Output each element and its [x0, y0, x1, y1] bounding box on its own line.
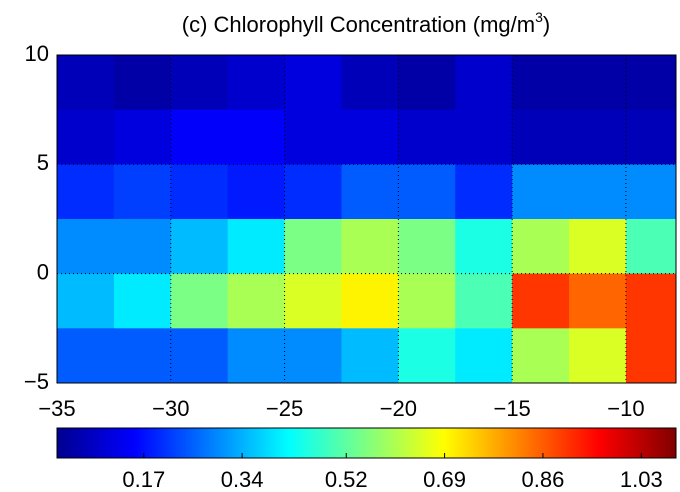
cell	[113, 55, 172, 111]
cell	[284, 328, 342, 383]
colorbar-tick-label: 0.17	[122, 467, 165, 492]
cell	[398, 55, 456, 111]
cell	[512, 109, 570, 165]
cell	[341, 55, 399, 111]
cell	[569, 55, 627, 111]
cell	[113, 219, 172, 275]
cell	[625, 273, 676, 329]
colorbar-tick-label: 0.34	[221, 467, 264, 492]
x-tick-label: −15	[493, 396, 530, 421]
x-tick-label: −25	[266, 396, 303, 421]
cell	[284, 219, 342, 275]
y-tick-label: 10	[25, 41, 49, 66]
cell	[455, 328, 513, 383]
cell	[113, 328, 172, 383]
title-end: )	[543, 12, 550, 37]
cell	[170, 109, 229, 165]
cell	[512, 164, 570, 220]
colorbar-tick-label: 0.86	[522, 467, 565, 492]
cell	[113, 164, 172, 220]
cell	[284, 109, 342, 165]
colorbar	[56, 427, 677, 459]
chart-title: (c) Chlorophyll Concentration (mg/m3)	[182, 9, 550, 37]
cell	[625, 55, 676, 111]
cell	[398, 219, 456, 275]
cell	[512, 273, 570, 329]
field	[57, 55, 676, 383]
y-tick-label: 0	[37, 259, 49, 284]
cell	[398, 328, 456, 383]
cell	[170, 273, 229, 329]
title-superscript: 3	[535, 9, 543, 25]
cell	[398, 164, 456, 220]
cell	[455, 273, 513, 329]
cell	[341, 109, 399, 165]
cell	[284, 273, 342, 329]
cell	[625, 109, 676, 165]
y-tick-label: −5	[24, 369, 49, 394]
cell	[569, 164, 627, 220]
cell	[170, 55, 229, 111]
cell	[341, 328, 399, 383]
cell	[569, 328, 627, 383]
x-tick-label: −30	[152, 396, 189, 421]
cell	[398, 109, 456, 165]
cell	[113, 273, 172, 329]
cell	[341, 164, 399, 220]
cell	[625, 219, 676, 275]
cell	[170, 219, 229, 275]
cell	[170, 328, 229, 383]
cell	[227, 55, 286, 111]
cell	[57, 328, 115, 383]
colorbar-tick-label: 1.03	[620, 467, 663, 492]
cell	[341, 219, 399, 275]
cell	[227, 164, 286, 220]
x-tick-label: −35	[38, 396, 75, 421]
cell	[398, 273, 456, 329]
cell	[57, 55, 115, 111]
cell	[227, 328, 286, 383]
cell	[625, 328, 676, 383]
cell	[569, 109, 627, 165]
cell	[284, 55, 342, 111]
cell	[455, 164, 513, 220]
cell	[227, 109, 286, 165]
colorbar-tick-label: 0.52	[325, 467, 368, 492]
cell	[57, 109, 115, 165]
cell	[455, 219, 513, 275]
cell	[455, 55, 513, 111]
y-tick-label: 5	[37, 150, 49, 175]
cell	[512, 219, 570, 275]
cell	[113, 109, 172, 165]
cell	[569, 273, 627, 329]
x-tick-label: −10	[607, 396, 644, 421]
cell	[569, 219, 627, 275]
cell	[625, 164, 676, 220]
cell	[455, 109, 513, 165]
cell	[170, 164, 229, 220]
cell	[341, 273, 399, 329]
cell	[512, 55, 570, 111]
cell	[57, 273, 115, 329]
cell	[57, 219, 115, 275]
cell	[57, 164, 115, 220]
cell	[284, 164, 342, 220]
cell	[227, 273, 286, 329]
colorbar-tick-label: 0.69	[423, 467, 466, 492]
cell	[227, 219, 286, 275]
title-main: (c) Chlorophyll Concentration (mg/m	[182, 12, 535, 37]
cell	[512, 328, 570, 383]
x-tick-label: −20	[380, 396, 417, 421]
